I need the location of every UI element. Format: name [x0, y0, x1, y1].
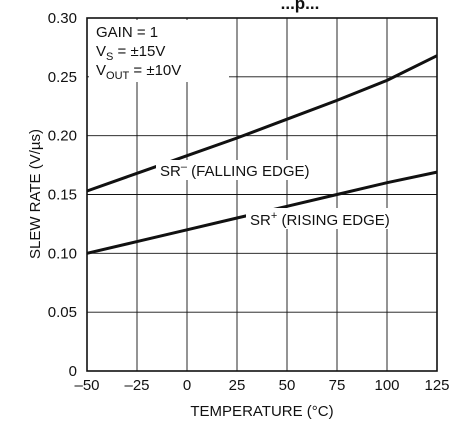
- x-tick-label: 0: [183, 377, 191, 394]
- sr-plus-label-rest: (RISING EDGE): [277, 212, 390, 229]
- y-tick-label: 0.25: [48, 69, 77, 86]
- y-tick-label: 0.15: [48, 187, 77, 204]
- sr-minus-label-rest: (FALLING EDGE): [187, 163, 310, 180]
- plot-frame: [86, 17, 438, 372]
- condition-supply-rest: = ±15V: [113, 43, 165, 60]
- y-tick-label: 0: [69, 363, 77, 380]
- condition-supply-sub: S: [106, 51, 113, 63]
- y-tick-labels: 0 0.05 0.10 0.15 0.20 0.25 0.30: [48, 10, 77, 380]
- chart-title: ...p...: [281, 0, 320, 13]
- condition-supply: VS = ±15V: [96, 43, 165, 63]
- x-tick-labels: –50 –25 0 25 50 75 100 125: [74, 377, 449, 394]
- condition-output-rest: = ±10V: [129, 62, 181, 79]
- conditions-box: GAIN = 1 VS = ±15V VOUT = ±10V: [89, 20, 229, 82]
- x-axis-label: TEMPERATURE (°C): [190, 403, 333, 420]
- sr-plus-label-main: SR: [250, 212, 271, 229]
- series-labels: SR– (FALLING EDGE) SR+ (RISING EDGE): [156, 160, 412, 229]
- y-tick-label: 0.10: [48, 245, 77, 262]
- x-tick-label: –25: [124, 377, 149, 394]
- condition-gain-text: GAIN = 1: [96, 24, 158, 41]
- sr-minus-label-main: SR: [160, 163, 181, 180]
- sr-minus-label-background: [156, 160, 322, 180]
- y-tick-label: 0.30: [48, 10, 77, 27]
- x-tick-label: 100: [374, 377, 399, 394]
- y-axis-label: SLEW RATE (V/µs): [27, 129, 44, 259]
- conditions-background: [89, 20, 229, 82]
- condition-output: VOUT = ±10V: [96, 62, 181, 82]
- x-tick-label: 75: [329, 377, 346, 394]
- sr-plus-label-background: [246, 208, 412, 229]
- condition-output-sub: OUT: [106, 70, 130, 82]
- x-tick-label: –50: [74, 377, 99, 394]
- condition-gain: GAIN = 1: [96, 24, 158, 41]
- sr-minus-label-sup: –: [181, 161, 188, 173]
- x-tick-label: 125: [424, 377, 449, 394]
- condition-output-main: V: [96, 62, 106, 79]
- sr-plus-label-sup: +: [271, 210, 277, 222]
- x-tick-label: 50: [279, 377, 296, 394]
- y-tick-label: 0.05: [48, 304, 77, 321]
- sr-plus-label: SR+ (RISING EDGE): [250, 210, 390, 229]
- sr-minus-line: [86, 54, 438, 193]
- y-tick-label: 0.20: [48, 128, 77, 145]
- x-tick-label: 25: [229, 377, 246, 394]
- condition-supply-main: V: [96, 43, 106, 60]
- sr-minus-label: SR– (FALLING EDGE): [160, 161, 310, 180]
